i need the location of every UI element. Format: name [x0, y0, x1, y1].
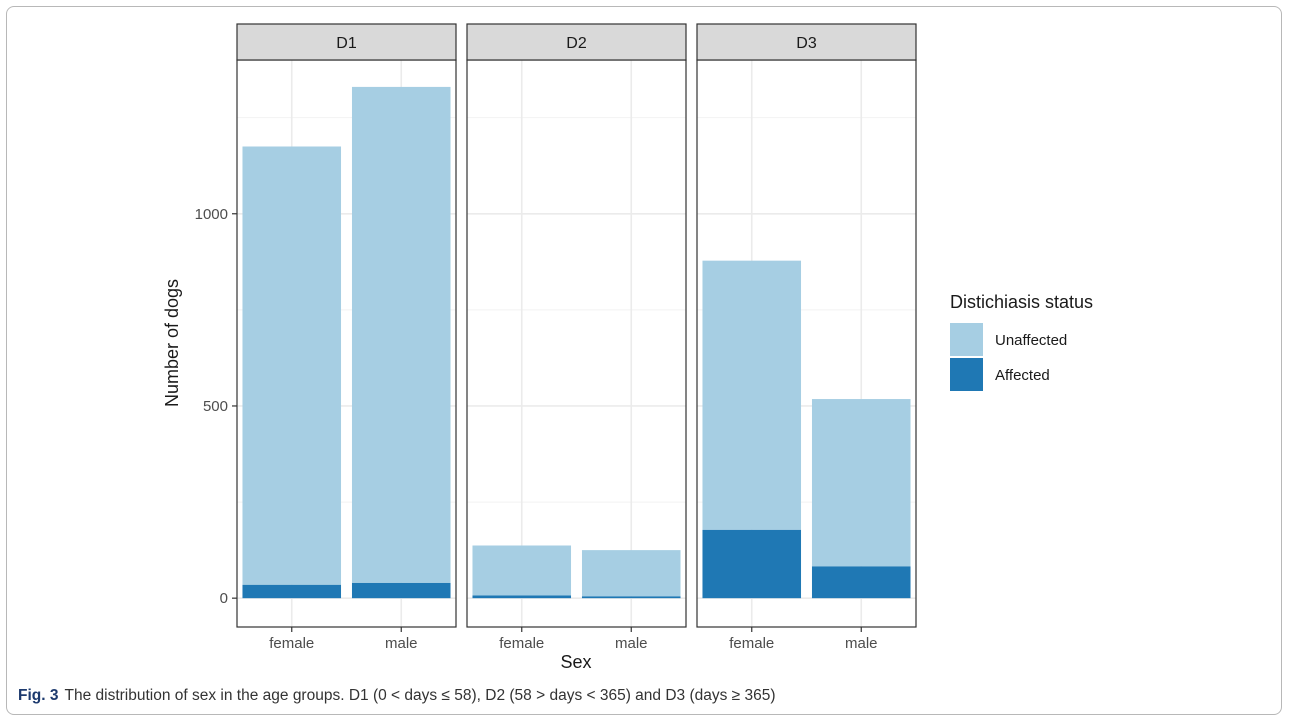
caption-text: The distribution of sex in the age group…	[64, 687, 776, 704]
bar-D1-female-affected	[242, 584, 342, 599]
bar-D3-male-unaffected	[811, 399, 911, 567]
y-tick-label-1000: 1000	[195, 206, 228, 223]
bar-D2-male-affected	[581, 596, 681, 599]
legend-label-affected: Affected	[995, 367, 1050, 384]
bar-D3-female-unaffected	[702, 260, 802, 530]
legend-title: Distichiasis status	[950, 292, 1093, 312]
figure-frame	[6, 6, 1282, 715]
legend-label-unaffected: Unaffected	[995, 332, 1067, 349]
facet-label-D3: D3	[796, 35, 817, 52]
legend-swatch-affected	[950, 358, 983, 391]
bar-D3-female-affected	[702, 529, 802, 599]
bar-D1-male-affected	[351, 582, 451, 599]
facet-strip-D2	[466, 23, 687, 61]
x-tick-label-female: female	[729, 635, 774, 652]
caption-label: Fig. 3	[18, 687, 59, 704]
facet-strip-D1	[236, 23, 457, 61]
x-tick-label-female: female	[269, 635, 314, 652]
bar-D1-female-unaffected	[242, 146, 342, 585]
y-axis-title: Number of dogs	[162, 279, 182, 407]
x-tick-label-male: male	[845, 635, 878, 652]
bar-D3-male-affected	[811, 566, 911, 599]
bar-D2-female-affected	[472, 595, 572, 599]
facet-strip-D3	[696, 23, 917, 61]
bar-D2-female-unaffected	[472, 545, 572, 596]
x-tick-label-male: male	[615, 635, 648, 652]
legend-swatch-unaffected	[950, 323, 983, 356]
x-tick-label-female: female	[499, 635, 544, 652]
figure-caption: Fig. 3 The distribution of sex in the age…	[18, 687, 776, 705]
facet-label-D1: D1	[336, 35, 357, 52]
y-tick-label-500: 500	[203, 398, 228, 415]
y-tick-label-0: 0	[220, 590, 228, 607]
facet-label-D2: D2	[566, 35, 587, 52]
bar-D2-male-unaffected	[581, 550, 681, 597]
x-axis-title: Sex	[560, 652, 591, 672]
panel-background-D2	[467, 60, 686, 627]
bar-D1-male-unaffected	[351, 86, 451, 583]
x-tick-label-male: male	[385, 635, 418, 652]
